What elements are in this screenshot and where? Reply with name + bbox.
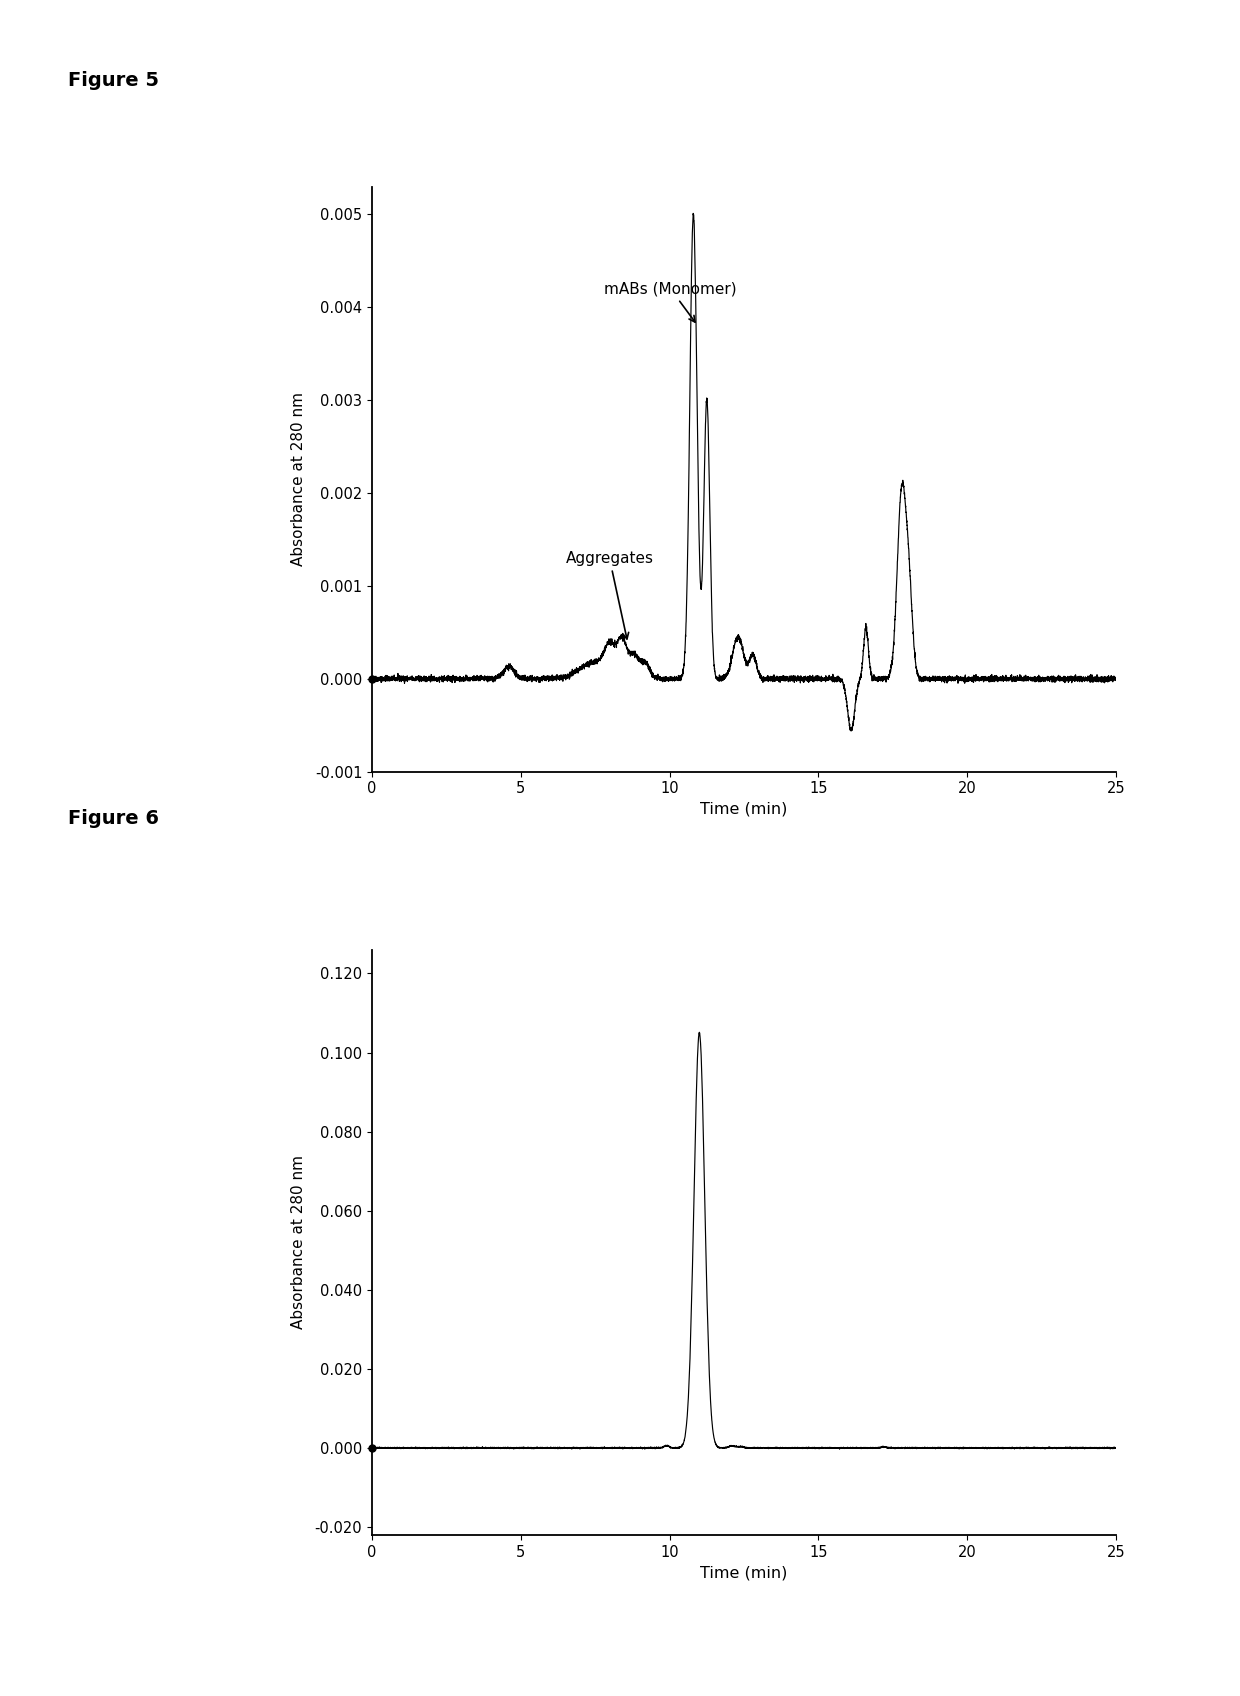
Y-axis label: Absorbance at 280 nm: Absorbance at 280 nm — [291, 1155, 306, 1330]
Text: mABs (Monomer): mABs (Monomer) — [604, 282, 737, 322]
Text: Figure 5: Figure 5 — [68, 71, 159, 90]
X-axis label: Time (min): Time (min) — [701, 802, 787, 817]
X-axis label: Time (min): Time (min) — [701, 1565, 787, 1581]
Text: Aggregates: Aggregates — [565, 551, 653, 639]
Y-axis label: Absorbance at 280 nm: Absorbance at 280 nm — [291, 392, 306, 566]
Text: Figure 6: Figure 6 — [68, 809, 159, 828]
